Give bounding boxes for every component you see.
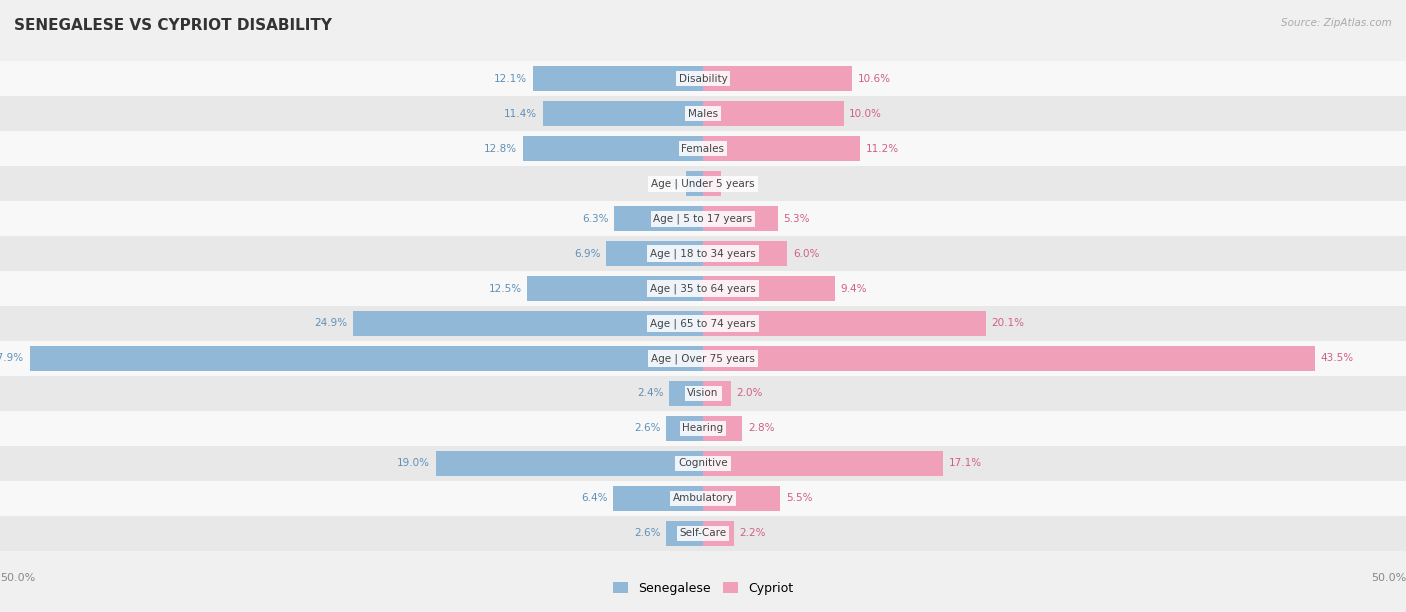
Bar bbox=[703, 171, 721, 196]
Text: 43.5%: 43.5% bbox=[1320, 354, 1354, 364]
Text: 10.0%: 10.0% bbox=[849, 109, 882, 119]
Bar bbox=[703, 101, 844, 126]
Bar bbox=[436, 451, 703, 476]
Text: 2.2%: 2.2% bbox=[740, 528, 766, 539]
Bar bbox=[527, 276, 703, 301]
Text: 6.4%: 6.4% bbox=[581, 493, 607, 503]
Legend: Senegalese, Cypriot: Senegalese, Cypriot bbox=[607, 577, 799, 600]
Bar bbox=[606, 241, 703, 266]
Text: 2.4%: 2.4% bbox=[637, 389, 664, 398]
Bar bbox=[703, 276, 835, 301]
Bar bbox=[703, 241, 787, 266]
Bar bbox=[0, 411, 1406, 446]
Bar bbox=[703, 66, 852, 91]
Bar bbox=[703, 346, 1315, 371]
Text: SENEGALESE VS CYPRIOT DISABILITY: SENEGALESE VS CYPRIOT DISABILITY bbox=[14, 18, 332, 34]
Text: 47.9%: 47.9% bbox=[0, 354, 24, 364]
Bar bbox=[523, 136, 703, 161]
Text: Ambulatory: Ambulatory bbox=[672, 493, 734, 503]
Text: Age | 35 to 64 years: Age | 35 to 64 years bbox=[650, 283, 756, 294]
Text: 2.6%: 2.6% bbox=[634, 528, 661, 539]
Text: Disability: Disability bbox=[679, 73, 727, 84]
Bar bbox=[353, 311, 703, 336]
Bar bbox=[533, 66, 703, 91]
Bar bbox=[669, 381, 703, 406]
Bar bbox=[703, 136, 860, 161]
Bar bbox=[0, 131, 1406, 166]
Bar bbox=[703, 311, 986, 336]
Bar bbox=[0, 306, 1406, 341]
Bar bbox=[30, 346, 703, 371]
Text: 1.2%: 1.2% bbox=[654, 179, 681, 188]
Text: Self-Care: Self-Care bbox=[679, 528, 727, 539]
Bar bbox=[0, 96, 1406, 131]
Text: 2.8%: 2.8% bbox=[748, 424, 775, 433]
Text: Cognitive: Cognitive bbox=[678, 458, 728, 468]
Text: 17.1%: 17.1% bbox=[949, 458, 983, 468]
Bar bbox=[703, 521, 734, 546]
Text: 6.0%: 6.0% bbox=[793, 248, 820, 258]
Bar bbox=[703, 486, 780, 511]
Bar bbox=[614, 206, 703, 231]
Bar bbox=[703, 206, 778, 231]
Text: 50.0%: 50.0% bbox=[0, 573, 35, 583]
Bar bbox=[0, 236, 1406, 271]
Bar bbox=[666, 521, 703, 546]
Text: 20.1%: 20.1% bbox=[991, 318, 1024, 329]
Bar bbox=[0, 446, 1406, 481]
Text: Age | 65 to 74 years: Age | 65 to 74 years bbox=[650, 318, 756, 329]
Bar bbox=[703, 381, 731, 406]
Bar bbox=[666, 416, 703, 441]
Text: 1.3%: 1.3% bbox=[727, 179, 754, 188]
Text: Vision: Vision bbox=[688, 389, 718, 398]
Text: 9.4%: 9.4% bbox=[841, 283, 868, 294]
Text: 5.5%: 5.5% bbox=[786, 493, 813, 503]
Bar bbox=[0, 271, 1406, 306]
Bar bbox=[686, 171, 703, 196]
Text: 12.1%: 12.1% bbox=[494, 73, 527, 84]
Text: 2.0%: 2.0% bbox=[737, 389, 763, 398]
Text: Age | Under 5 years: Age | Under 5 years bbox=[651, 178, 755, 189]
Bar bbox=[0, 166, 1406, 201]
Text: Age | 5 to 17 years: Age | 5 to 17 years bbox=[654, 214, 752, 224]
Text: 50.0%: 50.0% bbox=[1371, 573, 1406, 583]
Text: 6.9%: 6.9% bbox=[574, 248, 600, 258]
Bar bbox=[703, 416, 742, 441]
Bar bbox=[543, 101, 703, 126]
Text: 2.6%: 2.6% bbox=[634, 424, 661, 433]
Text: 12.8%: 12.8% bbox=[484, 144, 517, 154]
Text: 24.9%: 24.9% bbox=[314, 318, 347, 329]
Bar bbox=[0, 376, 1406, 411]
Text: Age | Over 75 years: Age | Over 75 years bbox=[651, 353, 755, 364]
Bar bbox=[0, 61, 1406, 96]
Text: 11.2%: 11.2% bbox=[866, 144, 900, 154]
Text: 5.3%: 5.3% bbox=[783, 214, 810, 223]
Text: 10.6%: 10.6% bbox=[858, 73, 890, 84]
Text: 12.5%: 12.5% bbox=[488, 283, 522, 294]
Text: Hearing: Hearing bbox=[682, 424, 724, 433]
Text: Source: ZipAtlas.com: Source: ZipAtlas.com bbox=[1281, 18, 1392, 28]
Bar bbox=[703, 451, 943, 476]
Text: Females: Females bbox=[682, 144, 724, 154]
Bar bbox=[0, 341, 1406, 376]
Text: Age | 18 to 34 years: Age | 18 to 34 years bbox=[650, 248, 756, 259]
Text: 19.0%: 19.0% bbox=[398, 458, 430, 468]
Text: Males: Males bbox=[688, 109, 718, 119]
Text: 11.4%: 11.4% bbox=[503, 109, 537, 119]
Bar bbox=[0, 481, 1406, 516]
Bar bbox=[613, 486, 703, 511]
Bar bbox=[0, 516, 1406, 551]
Bar bbox=[0, 201, 1406, 236]
Text: 6.3%: 6.3% bbox=[582, 214, 609, 223]
